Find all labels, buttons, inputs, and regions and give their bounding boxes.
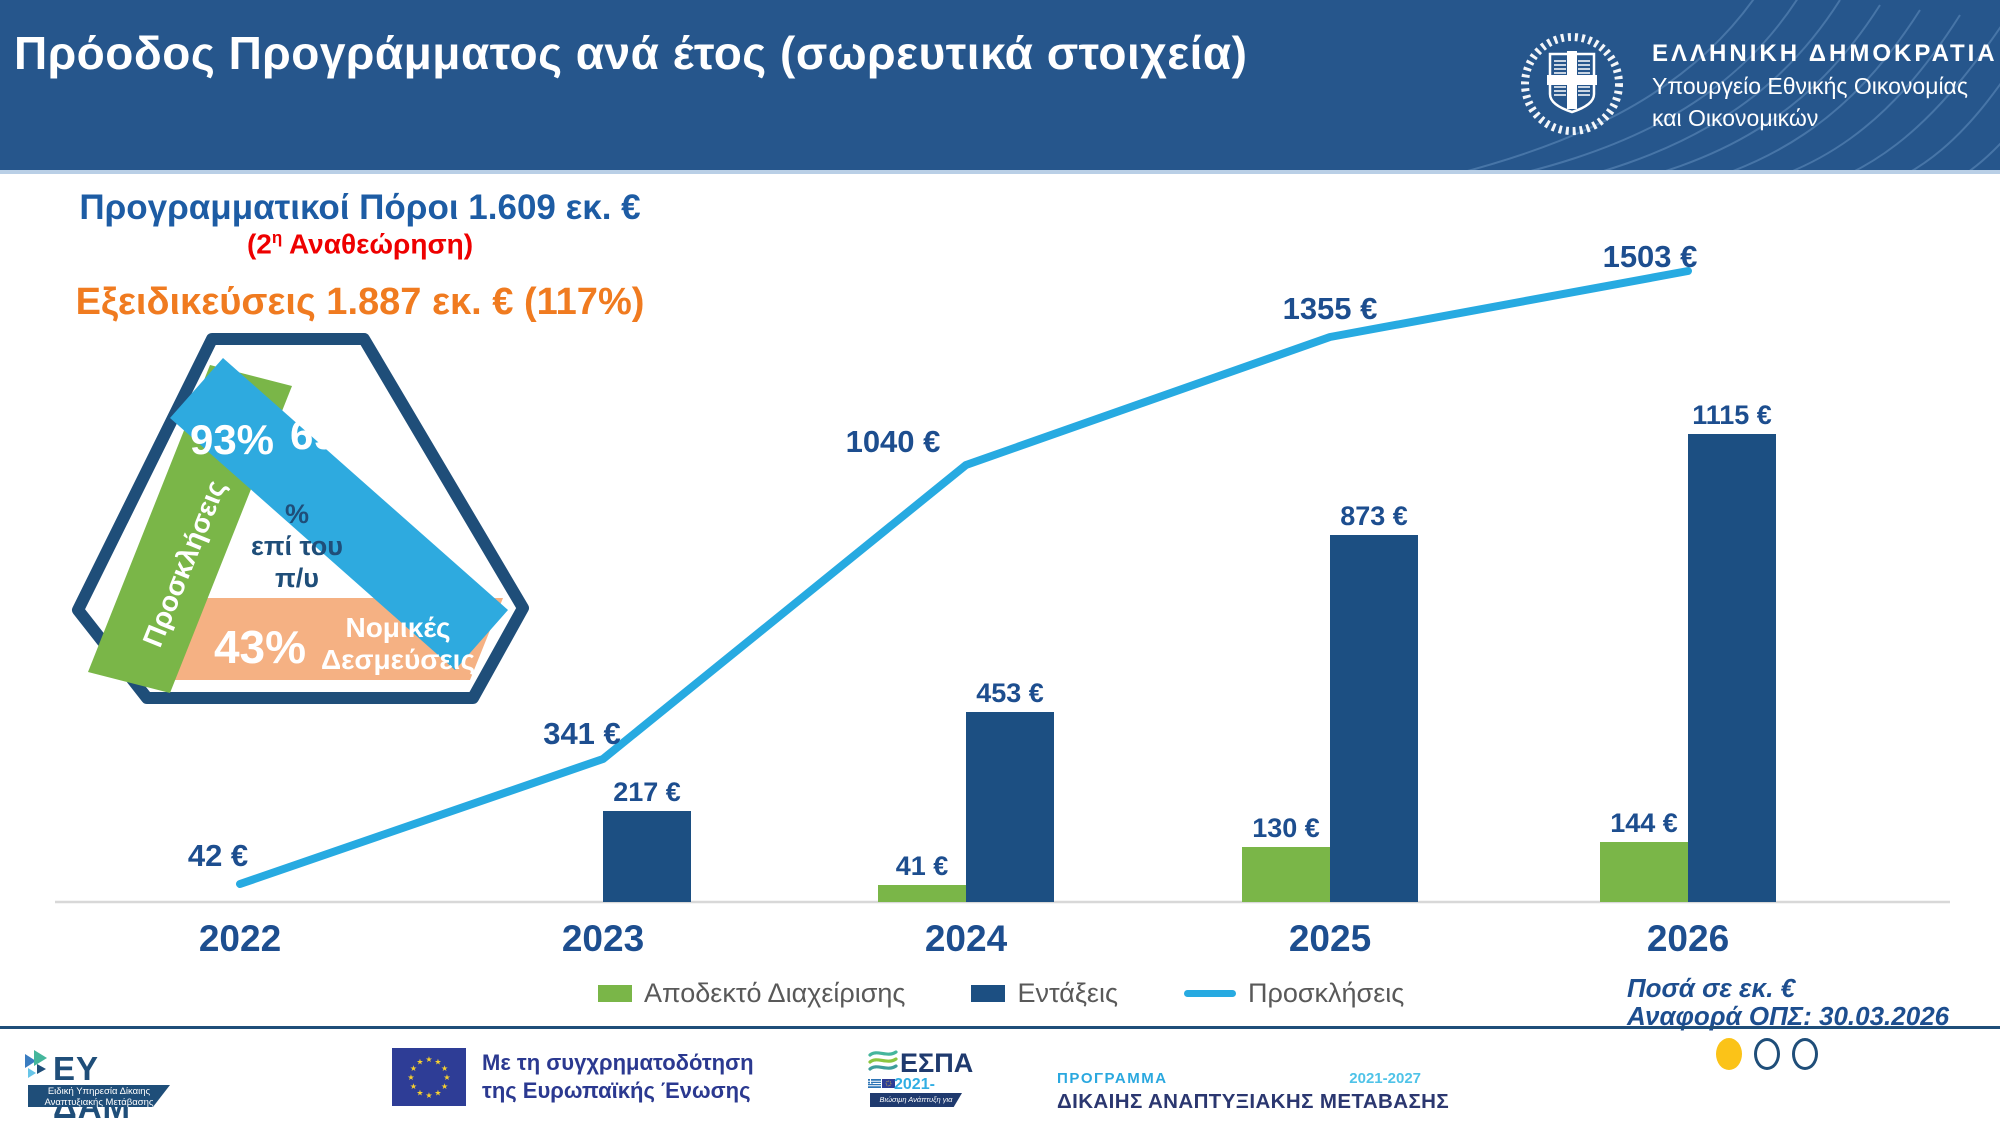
program-years: 2021-2027 bbox=[1349, 1070, 1421, 1087]
bar-entaxeis-2024 bbox=[966, 712, 1054, 902]
eydam-sub2: Αναπτυξιακής Μετάβασης bbox=[44, 1097, 154, 1108]
bar-entaxeis-2026 bbox=[1688, 434, 1776, 902]
center-line3: π/υ bbox=[275, 563, 319, 593]
bar-entaxeis-2023 bbox=[603, 811, 691, 902]
program-logo: ΠΡΟΓΡΑΜΜΑ 2021-2027 ΔΙΚΑΙΗΣ ΑΝΑΠΤΥΞΙΑΚΗΣ… bbox=[1057, 1070, 1450, 1114]
espa-waves-icon bbox=[868, 1050, 898, 1071]
ministry-block: ΕΛΛΗΝΙΚΗ ΔΗΜΟΚΡΑΤΙΑ Υπουργείο Εθνικής Οι… bbox=[1652, 40, 2000, 132]
legend-item-apodekto: Αποδεκτό Διαχείρισης bbox=[598, 978, 905, 1009]
x-tick-2022: 2022 bbox=[198, 918, 282, 959]
gov-line2: Υπουργείο Εθνικής Οικονομίας bbox=[1652, 73, 1968, 99]
center-line2: επί του bbox=[251, 531, 343, 561]
bar-value-apodekto-2026: 144 € bbox=[1610, 808, 1678, 838]
bar-value-entaxeis-2025: 873 € bbox=[1340, 501, 1408, 531]
revision-a: (2 bbox=[246, 228, 272, 260]
greek-coat-of-arms-icon bbox=[1521, 33, 1623, 135]
bar-value-entaxeis-2024: 453 € bbox=[976, 678, 1044, 708]
prosklisis-line bbox=[236, 267, 1692, 888]
gov-line1: ΕΛΛΗΝΙΚΗ ΔΗΜΟΚΡΑΤΙΑ bbox=[1652, 40, 1998, 67]
espa-name: ΕΣΠΑ bbox=[900, 1048, 974, 1078]
eu-flag-mini-icon bbox=[882, 1079, 895, 1088]
x-tick-2025: 2025 bbox=[1288, 918, 1372, 959]
legend-item-prosklisis: Προσκλήσεις bbox=[1183, 978, 1405, 1009]
line-value-2023: 341 € bbox=[543, 716, 621, 751]
eu-flag-icon: ★ ★★ ★★★ ★★★ ★★★ bbox=[392, 1048, 466, 1106]
note-report: Αναφορά ΟΠΣ: 30.03.2026 bbox=[1627, 1001, 1950, 1031]
legend-label-entaxeis: Εντάξεις bbox=[1017, 978, 1118, 1008]
espa-logo: ΕΣΠΑ 2021-2027 Βιώσιμη Ανάπτυξη για Όλου… bbox=[868, 1048, 973, 1111]
program-name: ΔΙΚΑΙΗΣ ΑΝΑΠΤΥΞΙΑΚΗΣ ΜΕΤΑΒΑΣΗΣ bbox=[1057, 1090, 1450, 1113]
svg-text:★: ★ bbox=[410, 1082, 417, 1091]
eu-text-line1: Με τη συγχρηματοδότηση bbox=[482, 1050, 754, 1075]
bar-value-apodekto-2025: 130 € bbox=[1252, 813, 1320, 843]
legend-item-entaxeis: Εντάξεις bbox=[971, 978, 1118, 1009]
entaxis-pct: 69% bbox=[290, 411, 374, 458]
eydam-chevrons-icon bbox=[25, 1050, 47, 1078]
legend-label-prosklisis: Προσκλήσεις bbox=[1247, 978, 1405, 1008]
program-kicker: ΠΡΟΓΡΑΜΜΑ bbox=[1057, 1070, 1168, 1087]
nav-dot-1[interactable] bbox=[1716, 1038, 1742, 1070]
legend-label-apodekto: Αποδεκτό Διαχείρισης bbox=[644, 978, 906, 1008]
eu-cofunding-block: ★ ★ ★ ★ ★ ★ ★ ★ ★ ★ ★ ★ Με τη συγχρηματοδότηση τ… bbox=[392, 1048, 754, 1106]
svg-text:★: ★ bbox=[416, 1057, 423, 1066]
line-value-2026: 1503 € bbox=[1602, 239, 1698, 274]
line-value-2025: 1355 € bbox=[1282, 291, 1378, 326]
svg-text:★: ★ bbox=[441, 1082, 448, 1091]
blue-swatch-icon bbox=[971, 985, 1006, 1002]
bar-apodekto-2024 bbox=[878, 885, 966, 902]
greek-flag-mini-icon bbox=[868, 1079, 881, 1088]
x-tick-2024: 2024 bbox=[924, 918, 1008, 959]
revision-b: Αναθεώρηση) bbox=[282, 228, 474, 260]
entaxis-bar bbox=[170, 358, 508, 670]
legal-label-line1: Νομικές bbox=[345, 612, 450, 643]
eu-cofunding-text: Με τη συγχρηματοδότηση της Ευρωπαϊκής Έν… bbox=[482, 1049, 754, 1105]
legal-label-line2: Δεσμεύσεις bbox=[321, 644, 475, 675]
svg-text:★: ★ bbox=[407, 1073, 414, 1082]
eydam-banner: Ειδική Υπηρεσία Δίκαιης Αναπτυξιακής Μετ… bbox=[28, 1085, 170, 1107]
bar-value-apodekto-2024: 41 € bbox=[895, 851, 949, 881]
eu-text-line2: της Ευρωπαϊκής Ένωσης bbox=[482, 1078, 751, 1103]
program-resources-text: Προγραμματικοί Πόροι 1.609 εκ. € bbox=[79, 188, 641, 227]
svg-text:★: ★ bbox=[425, 1091, 432, 1100]
legal-pct: 43% bbox=[214, 621, 306, 673]
chart-notes: Ποσά σε εκ. € Αναφορά ΟΠΣ: 30.03.2026 bbox=[1627, 974, 1957, 1030]
x-tick-2023: 2023 bbox=[561, 918, 645, 959]
footer-divider bbox=[0, 1026, 2000, 1029]
green-swatch-icon bbox=[598, 985, 632, 1002]
x-tick-2026: 2026 bbox=[1646, 918, 1730, 959]
slide-nav-dots bbox=[1716, 1038, 1818, 1070]
svg-text:★: ★ bbox=[425, 1055, 432, 1064]
svg-text:★: ★ bbox=[410, 1064, 417, 1073]
svg-text:★: ★ bbox=[443, 1073, 450, 1082]
line-series-prosklisis bbox=[55, 267, 1950, 904]
header-divider bbox=[0, 170, 2000, 174]
line-value-2022: 42 € bbox=[187, 838, 249, 873]
chart-legend: Αποδεκτό Διαχείρισης Εντάξεις Προσκλήσει… bbox=[598, 978, 1404, 1009]
bar-value-entaxeis-2023: 217 € bbox=[613, 777, 681, 807]
eydam-sub1: Ειδική Υπηρεσία Δίκαιης bbox=[47, 1086, 151, 1097]
svg-text:★: ★ bbox=[434, 1089, 441, 1098]
svg-text:★: ★ bbox=[416, 1089, 423, 1098]
page-title: Πρόοδος Προγράμματος ανά έτος (σωρευτικά… bbox=[14, 27, 1248, 79]
gov-line3: και Οικονομικών bbox=[1652, 105, 1819, 131]
revision-sup: η bbox=[271, 228, 283, 247]
center-line1: % bbox=[285, 499, 309, 529]
header-bar bbox=[0, 0, 2000, 170]
line-value-2024: 1040 € bbox=[845, 424, 941, 459]
bar-apodekto-2025 bbox=[1242, 847, 1330, 902]
kpi-triangle-diagram: 93% 69% Προσκλήσεις Εντάξεις % επί του π… bbox=[72, 333, 529, 704]
svg-text:★: ★ bbox=[441, 1064, 448, 1073]
nav-dot-3[interactable] bbox=[1792, 1038, 1818, 1070]
nav-dot-2[interactable] bbox=[1754, 1038, 1780, 1070]
line-swatch-icon bbox=[1183, 990, 1236, 997]
revision-note: (2η Αναθεώρηση) bbox=[50, 228, 670, 260]
bar-apodekto-2026 bbox=[1600, 842, 1688, 902]
note-amounts: Ποσά σε εκ. € bbox=[1627, 973, 1796, 1003]
bar-entaxeis-2025 bbox=[1330, 535, 1418, 902]
svg-text:★: ★ bbox=[434, 1057, 441, 1066]
espa-tagline-banner: Βιώσιμη Ανάπτυξη για Όλους bbox=[870, 1093, 962, 1107]
bar-value-entaxeis-2026: 1115 € bbox=[1692, 400, 1772, 430]
specializations-text: Εξειδικεύσεις 1.887 εκ. € (117%) bbox=[75, 281, 645, 323]
prosklisis-pct: 93% bbox=[190, 416, 274, 463]
